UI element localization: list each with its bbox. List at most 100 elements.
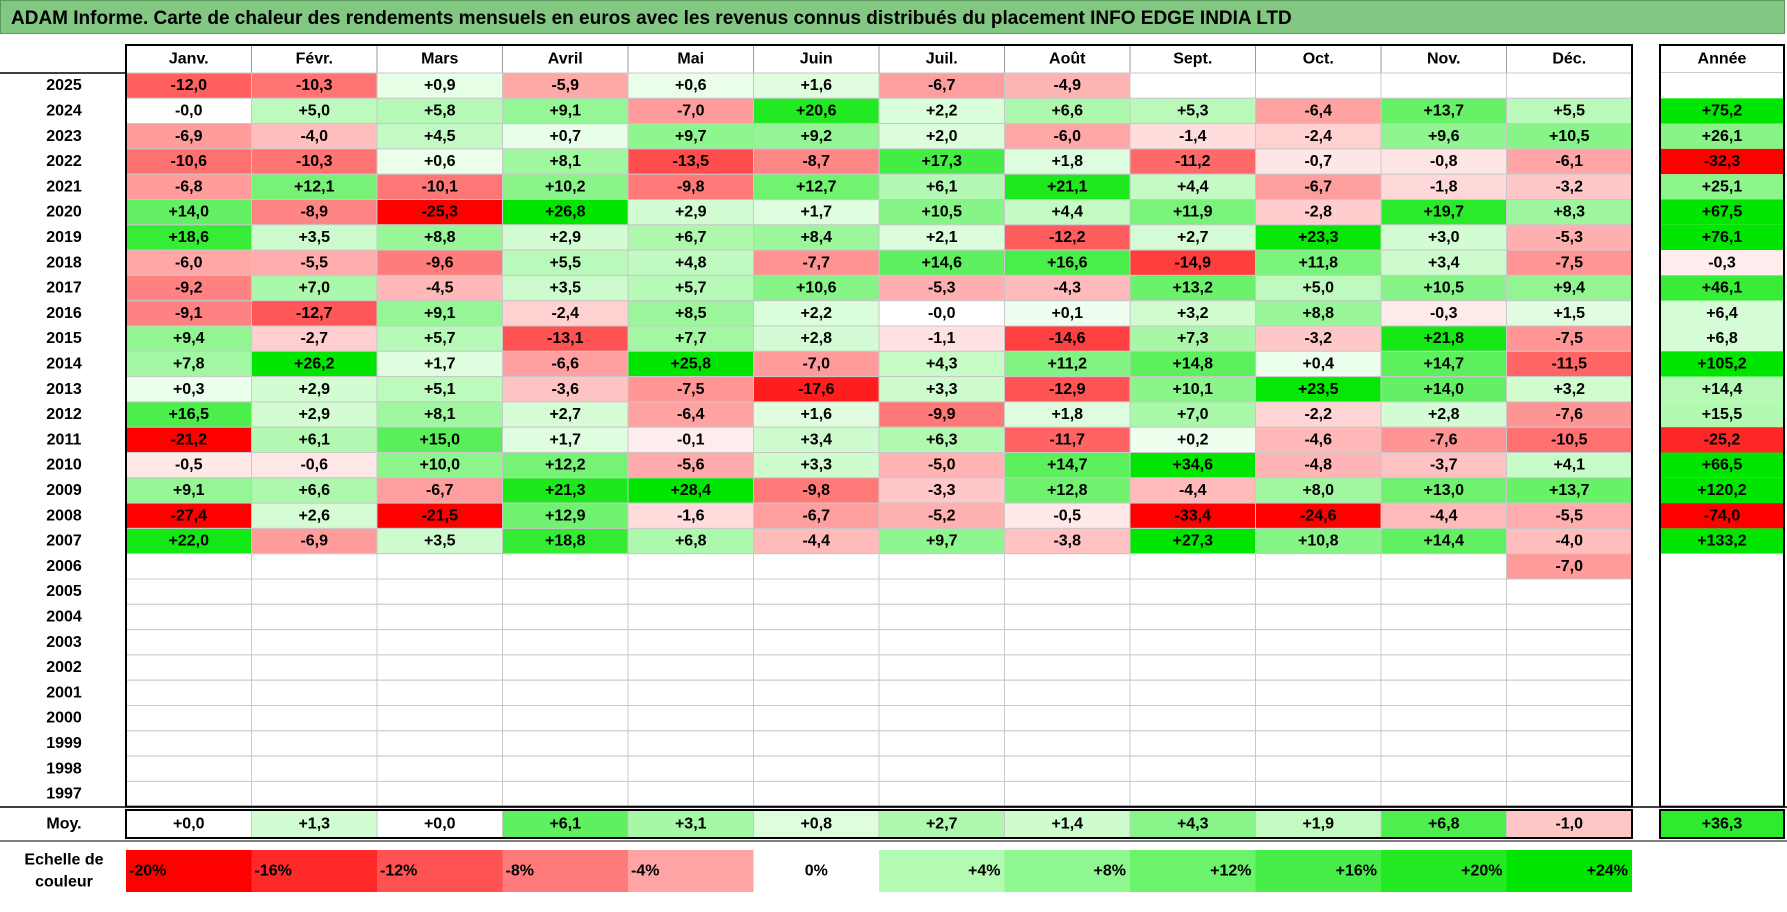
heatmap-cell bbox=[627, 502, 754, 529]
heatmap-cell bbox=[878, 325, 1005, 352]
cell-value: +6,6 bbox=[1051, 102, 1083, 119]
annual-value: +75,2 bbox=[1702, 102, 1743, 119]
heatmap-cell bbox=[251, 325, 378, 352]
scale-swatch bbox=[753, 850, 879, 892]
cell-value: -3,2 bbox=[1555, 178, 1583, 195]
heatmap-cell bbox=[1255, 705, 1382, 732]
cell-value: -14,6 bbox=[1049, 330, 1086, 347]
average-value: +4,3 bbox=[1177, 816, 1209, 833]
cell-value: +9,4 bbox=[173, 330, 205, 347]
cell-value: +0,9 bbox=[424, 77, 456, 94]
cell-value: -6,7 bbox=[802, 507, 830, 524]
cell-value: -10,3 bbox=[296, 153, 333, 170]
average-value: -1,0 bbox=[1555, 816, 1583, 833]
month-header-label: Août bbox=[1049, 51, 1086, 68]
heatmap-cell bbox=[1004, 325, 1131, 352]
heatmap-cell bbox=[753, 705, 880, 732]
cell-value: +14,8 bbox=[1173, 355, 1214, 372]
cell-value: +4,5 bbox=[424, 128, 456, 145]
heatmap-cell bbox=[502, 350, 629, 378]
cell-value: +5,0 bbox=[298, 102, 330, 119]
heatmap-cell bbox=[502, 553, 629, 580]
month-header-label: Sept. bbox=[1173, 51, 1212, 68]
cell-value: +14,0 bbox=[1424, 381, 1465, 398]
cell-value: +2,7 bbox=[1177, 229, 1209, 246]
annual-cell bbox=[1660, 604, 1784, 630]
average-cell bbox=[1380, 809, 1507, 839]
cell-value: +1,6 bbox=[800, 406, 832, 423]
cell-value: +4,4 bbox=[1051, 204, 1083, 221]
heatmap-cell bbox=[1255, 654, 1382, 681]
annual-value: +15,5 bbox=[1702, 406, 1743, 423]
cell-value: -12,0 bbox=[171, 77, 208, 94]
cell-value: -4,8 bbox=[1304, 457, 1332, 474]
heatmap-cell bbox=[1255, 730, 1382, 757]
cell-value: +6,6 bbox=[298, 482, 330, 499]
cell-value: -6,7 bbox=[426, 482, 454, 499]
cell-value: +21,8 bbox=[1424, 330, 1465, 347]
heatmap-cell bbox=[376, 274, 503, 302]
cell-value: -10,6 bbox=[171, 153, 208, 170]
annual-cell bbox=[1660, 401, 1784, 428]
average-label: Moy. bbox=[46, 816, 81, 833]
cell-value: -13,1 bbox=[547, 330, 584, 347]
scale-swatch bbox=[1381, 850, 1507, 892]
heatmap-cell bbox=[251, 705, 378, 732]
cell-value: -7,5 bbox=[677, 381, 705, 398]
heatmap-cell bbox=[376, 654, 503, 681]
heatmap-cell bbox=[1004, 780, 1131, 808]
month-header-label: Mars bbox=[421, 51, 458, 68]
heatmap-cell bbox=[1506, 477, 1633, 504]
cell-value: +22,0 bbox=[169, 533, 210, 550]
heatmap-cell bbox=[502, 780, 629, 808]
average-value: +3,1 bbox=[675, 816, 707, 833]
heatmap-cell bbox=[376, 705, 503, 732]
average-value: +1,3 bbox=[298, 816, 330, 833]
heatmap-cell bbox=[1506, 97, 1633, 125]
heatmap-cell bbox=[1506, 730, 1633, 757]
heatmap-cell bbox=[1255, 755, 1382, 782]
annual-value: +14,4 bbox=[1702, 381, 1743, 398]
cell-value: +34,6 bbox=[1173, 457, 1214, 474]
heatmap-cell bbox=[1004, 350, 1131, 378]
average-value: +2,7 bbox=[926, 816, 958, 833]
cell-value: -2,2 bbox=[1304, 406, 1332, 423]
heatmap-cell bbox=[502, 300, 629, 327]
cell-value: +7,3 bbox=[1177, 330, 1209, 347]
cell-value: -9,2 bbox=[175, 280, 203, 297]
heatmap-cell bbox=[1506, 325, 1633, 352]
heatmap-cell bbox=[1004, 553, 1131, 580]
heatmap-cell bbox=[125, 72, 252, 99]
cell-value: +8,8 bbox=[424, 229, 456, 246]
cell-value: +8,1 bbox=[549, 153, 581, 170]
heatmap-cell bbox=[502, 376, 629, 403]
heatmap-cell bbox=[1129, 629, 1256, 656]
heatmap-cell bbox=[125, 300, 252, 327]
cell-value: +1,7 bbox=[549, 431, 581, 448]
heatmap-cell bbox=[1380, 629, 1507, 656]
cell-value: -9,9 bbox=[928, 406, 956, 423]
cell-value: +5,1 bbox=[424, 381, 456, 398]
cell-value: -6,7 bbox=[1304, 178, 1332, 195]
heatmap-cell bbox=[1129, 705, 1256, 732]
annual-value: +46,1 bbox=[1702, 280, 1743, 297]
heatmap-cell bbox=[627, 477, 754, 504]
cell-value: +3,2 bbox=[1177, 305, 1209, 322]
cell-value: -4,4 bbox=[1430, 507, 1458, 524]
cell-value: +9,7 bbox=[926, 533, 958, 550]
heatmap-cell bbox=[753, 224, 880, 251]
heatmap-cell bbox=[1506, 148, 1633, 175]
cell-value: -0,3 bbox=[1430, 305, 1458, 322]
year-label: 2011 bbox=[47, 431, 82, 448]
cell-value: -7,0 bbox=[677, 102, 705, 119]
cell-value: +8,1 bbox=[424, 406, 456, 423]
cell-value: -0,0 bbox=[928, 305, 956, 322]
heatmap-cell bbox=[1255, 249, 1382, 276]
cell-value: +26,2 bbox=[294, 355, 335, 372]
scale-step-label: +8% bbox=[1094, 863, 1126, 880]
cell-value: -1,6 bbox=[677, 507, 705, 524]
heatmap-cell bbox=[627, 72, 754, 99]
heatmap-cell bbox=[376, 755, 503, 782]
cell-value: +28,4 bbox=[671, 482, 712, 499]
